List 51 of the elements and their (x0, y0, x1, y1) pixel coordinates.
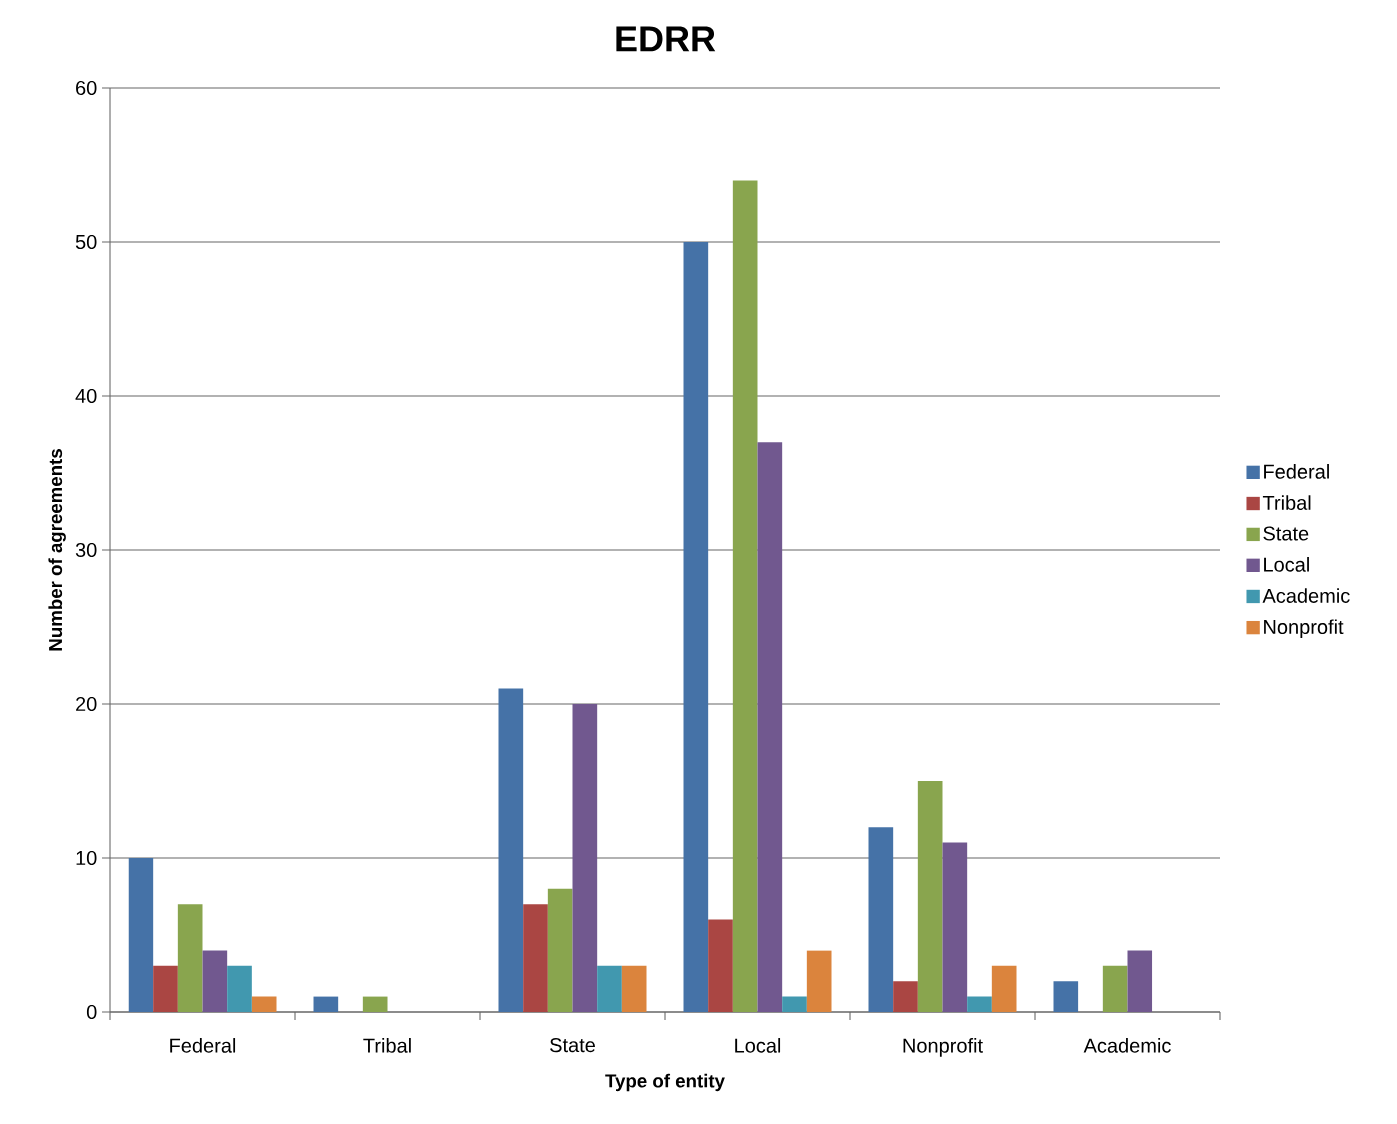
bar (498, 688, 524, 1012)
bar (1053, 981, 1079, 1012)
chart-title: EDRR (616, 26, 716, 52)
bar (572, 703, 598, 1012)
y-tick-label: 20 (76, 696, 97, 712)
bar (1102, 965, 1128, 1012)
bar (597, 965, 622, 1012)
x-tick-label: Federal (170, 1038, 236, 1053)
bar (868, 827, 894, 1012)
legend-label: Tribal (1262, 495, 1311, 510)
y-axis-title: Number of agreements (48, 449, 66, 651)
x-tick-label: Local (735, 1038, 781, 1053)
bar (782, 996, 807, 1012)
x-tick-label: Tribal (363, 1038, 411, 1053)
bar (1127, 950, 1153, 1012)
bar (683, 241, 709, 1012)
bar (942, 842, 968, 1012)
bar (227, 965, 252, 1012)
bar (621, 965, 647, 1012)
x-tick-label: Nonprofit (903, 1038, 983, 1057)
legend-label: Federal (1264, 464, 1329, 479)
bar (128, 857, 154, 1012)
x-tick-label: State (550, 1038, 595, 1053)
bar (757, 442, 783, 1012)
bar (806, 950, 832, 1012)
y-tick-label: 60 (76, 80, 97, 96)
y-tick-label: 40 (75, 388, 97, 404)
bar (547, 888, 573, 1012)
bar (251, 996, 277, 1012)
bar (202, 950, 228, 1012)
bar (732, 180, 758, 1012)
legend-label: Local (1264, 557, 1309, 572)
bar (362, 996, 388, 1012)
x-tick-label: Academic (1083, 1038, 1171, 1053)
bar (893, 981, 918, 1012)
y-tick-label: 30 (75, 542, 97, 558)
legend-label: Nonprofit (1264, 619, 1344, 639)
bar (153, 965, 178, 1012)
legend-label: Academic (1262, 588, 1350, 603)
bar (313, 996, 339, 1012)
legend-label: State (1263, 526, 1309, 541)
bar (177, 904, 203, 1012)
bar (991, 965, 1017, 1012)
bar (523, 904, 548, 1012)
bar (967, 996, 992, 1012)
y-tick-label: 0 (86, 1004, 97, 1020)
y-tick-label: 50 (75, 234, 97, 250)
y-tick-label: 10 (76, 850, 97, 866)
x-axis-title: Type of entity (605, 1073, 725, 1092)
bar (708, 919, 733, 1012)
bar (917, 780, 943, 1012)
